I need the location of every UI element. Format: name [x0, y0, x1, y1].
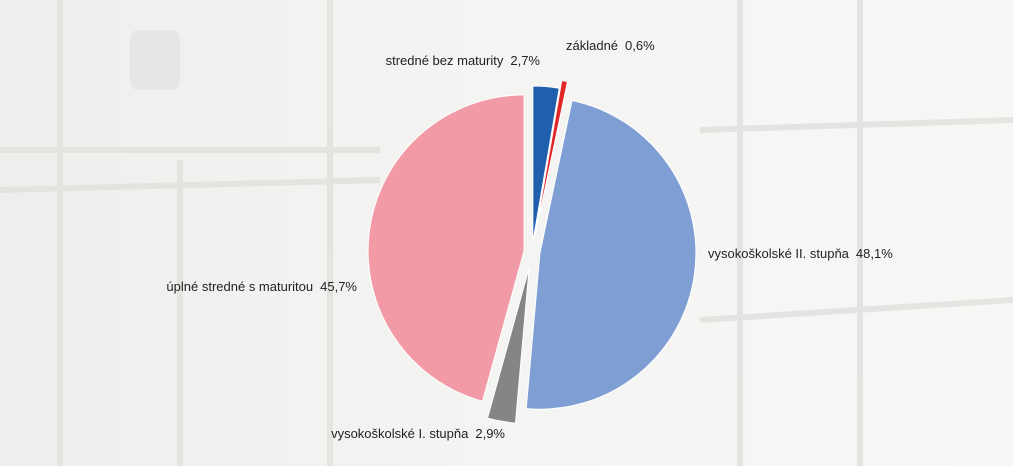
slice-label: úplné stredné s maturitou 45,7% — [166, 279, 357, 294]
value-label: 2,7% — [510, 53, 540, 68]
slice-label: vysokoškolské II. stupňa 48,1% — [708, 246, 893, 261]
slice-label: stredné bez maturity 2,7% — [386, 53, 541, 68]
pie-slice — [534, 79, 569, 235]
category-label: vysokoškolské II. stupňa — [708, 246, 850, 261]
pie-slice — [525, 99, 697, 410]
category-label: úplné stredné s maturitou — [166, 279, 313, 294]
pie-slice — [367, 94, 525, 402]
value-label: 0,6% — [625, 38, 655, 53]
value-label: 48,1% — [856, 246, 893, 261]
category-label: stredné bez maturity — [386, 53, 504, 68]
value-label: 2,9% — [475, 426, 505, 441]
category-label: základné — [566, 38, 618, 53]
slice-label: základné 0,6% — [566, 38, 655, 53]
value-label: 45,7% — [320, 279, 357, 294]
slice-label: vysokoškolské I. stupňa 2,9% — [331, 426, 505, 441]
pie-slice — [532, 85, 560, 243]
pie-slice — [486, 267, 530, 424]
category-label: vysokoškolské I. stupňa — [331, 426, 469, 441]
